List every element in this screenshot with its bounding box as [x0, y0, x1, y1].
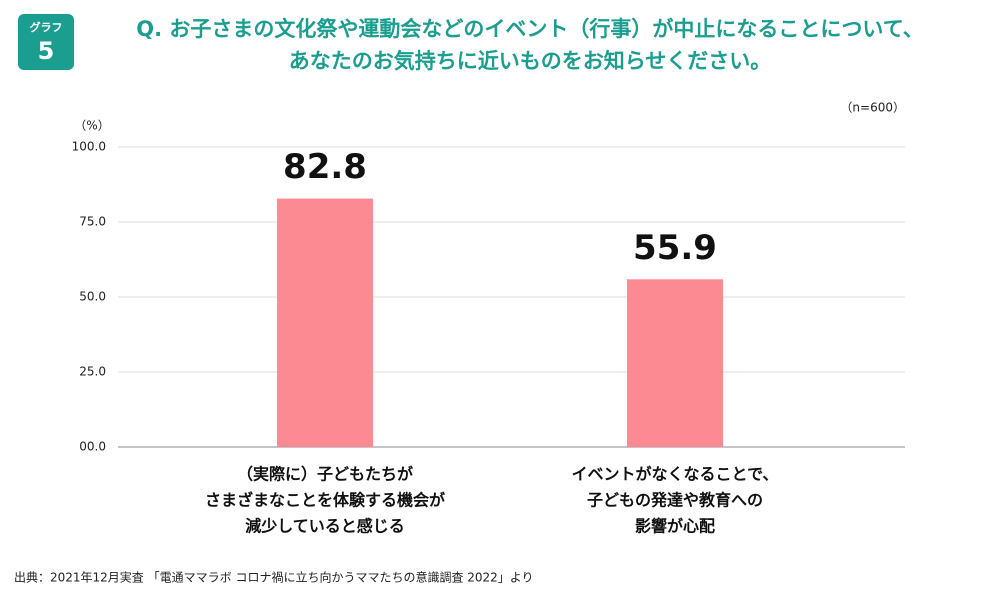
y-tick-label: 50.0 [79, 290, 106, 304]
x-tick-label: イベントがなくなることで、 [572, 465, 779, 484]
y-tick-label: 75.0 [79, 215, 106, 229]
value-label: 82.8 [283, 147, 367, 187]
chart-title: あなたのお気持ちに近いものをお知らせください。 [289, 49, 772, 73]
x-tick-label: （実際に）子どもたちが [237, 465, 413, 484]
x-tick-label: 減少していると感じる [245, 517, 405, 536]
badge-number: 5 [38, 37, 55, 65]
source-note: 出典：2021年12月実査 「電通ママラボ コロナ禍に立ち向かうママたちの意識調… [14, 570, 534, 585]
x-tick-label: さまざまなことを体験する機会が [205, 491, 445, 510]
badge [18, 14, 74, 70]
bar [627, 279, 723, 447]
bar [277, 198, 373, 447]
y-tick-label: 100.0 [72, 140, 106, 154]
value-label: 55.9 [633, 228, 717, 268]
x-tick-label: 影響が心配 [635, 517, 715, 536]
sample-note: （n=600） [840, 101, 905, 115]
y-tick-label: 00.0 [79, 440, 106, 454]
y-tick-label: 25.0 [79, 365, 106, 379]
y-unit: （%） [74, 119, 109, 133]
badge-label: グラフ [30, 20, 63, 34]
x-tick-label: 子どもの発達や教育への [587, 491, 763, 510]
chart-title: Q. お子さまの文化祭や運動会などのイベント（行事）が中止になることについて、 [136, 17, 923, 41]
